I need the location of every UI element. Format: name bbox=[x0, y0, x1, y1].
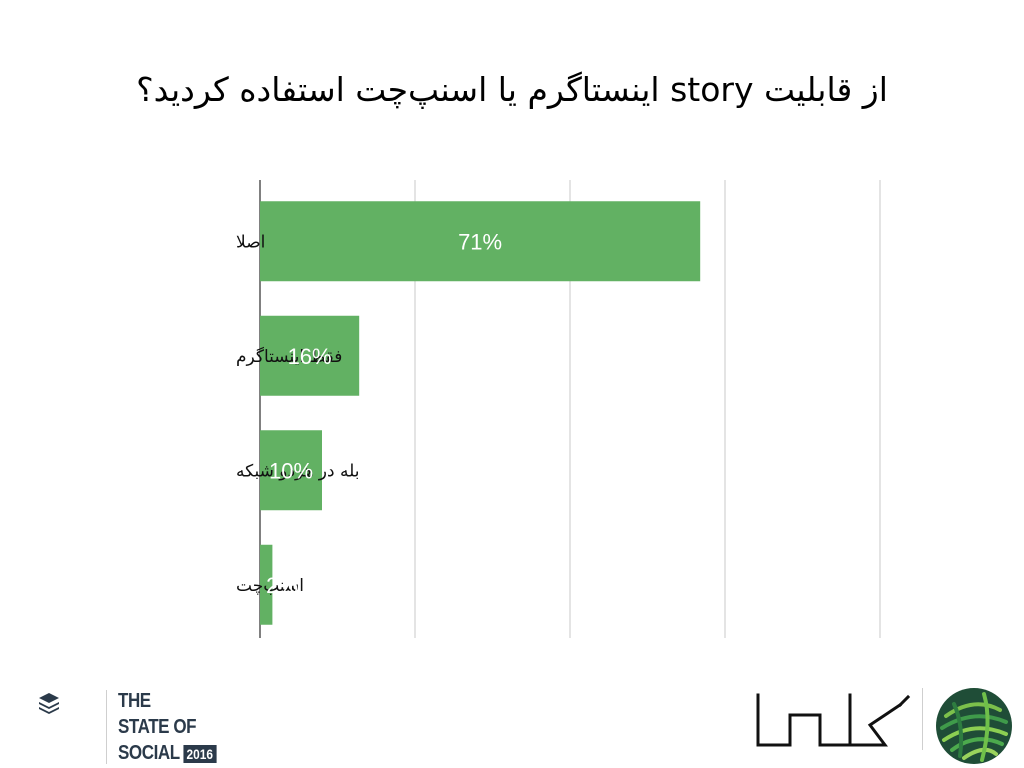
value-label: 10% bbox=[269, 458, 313, 483]
yarn-ball-icon bbox=[936, 688, 1012, 764]
value-label: 71% bbox=[458, 229, 502, 254]
state-of-social-logo: THE STATE OF SOCIAL 2016 bbox=[38, 688, 217, 768]
value-label: 16% bbox=[288, 344, 332, 369]
logo-line-state-of: STATE OF bbox=[118, 716, 197, 738]
logo-divider bbox=[106, 690, 107, 764]
brand-divider bbox=[922, 688, 923, 750]
bar bbox=[260, 315, 360, 396]
value-labels: 71% 16% 10% 2% bbox=[266, 229, 502, 598]
category-labels: اصلا فقط اینستاگرم بله در هردو شبکه اسنپ‌چت bbox=[236, 232, 359, 596]
bar-chart: اصلا فقط اینستاگرم بله در هردو شبکه اسنپ‌چت… bbox=[236, 180, 881, 638]
logo-line-the: THE bbox=[118, 690, 151, 712]
value-label: 2% bbox=[266, 573, 298, 598]
category-label: اصلا bbox=[236, 232, 265, 252]
chart-title: از قابلیت story اینستاگرم یا اسنپ‌چت است… bbox=[136, 70, 888, 109]
logo-year-badge: 2016 bbox=[183, 744, 217, 763]
state-of-social-wordmark: THE STATE OF SOCIAL 2016 bbox=[118, 688, 217, 766]
bar bbox=[260, 201, 701, 282]
category-label: اسنپ‌چت bbox=[236, 576, 304, 596]
brand-wordmark-logo bbox=[756, 693, 911, 747]
chart-bars bbox=[260, 201, 701, 625]
bar bbox=[260, 430, 322, 511]
stack-layers-icon bbox=[39, 693, 59, 714]
logo-line-social: SOCIAL bbox=[118, 742, 180, 764]
bar bbox=[260, 544, 273, 625]
category-label: فقط اینستاگرم bbox=[236, 346, 342, 367]
category-label: بله در هردو شبکه bbox=[236, 461, 359, 481]
